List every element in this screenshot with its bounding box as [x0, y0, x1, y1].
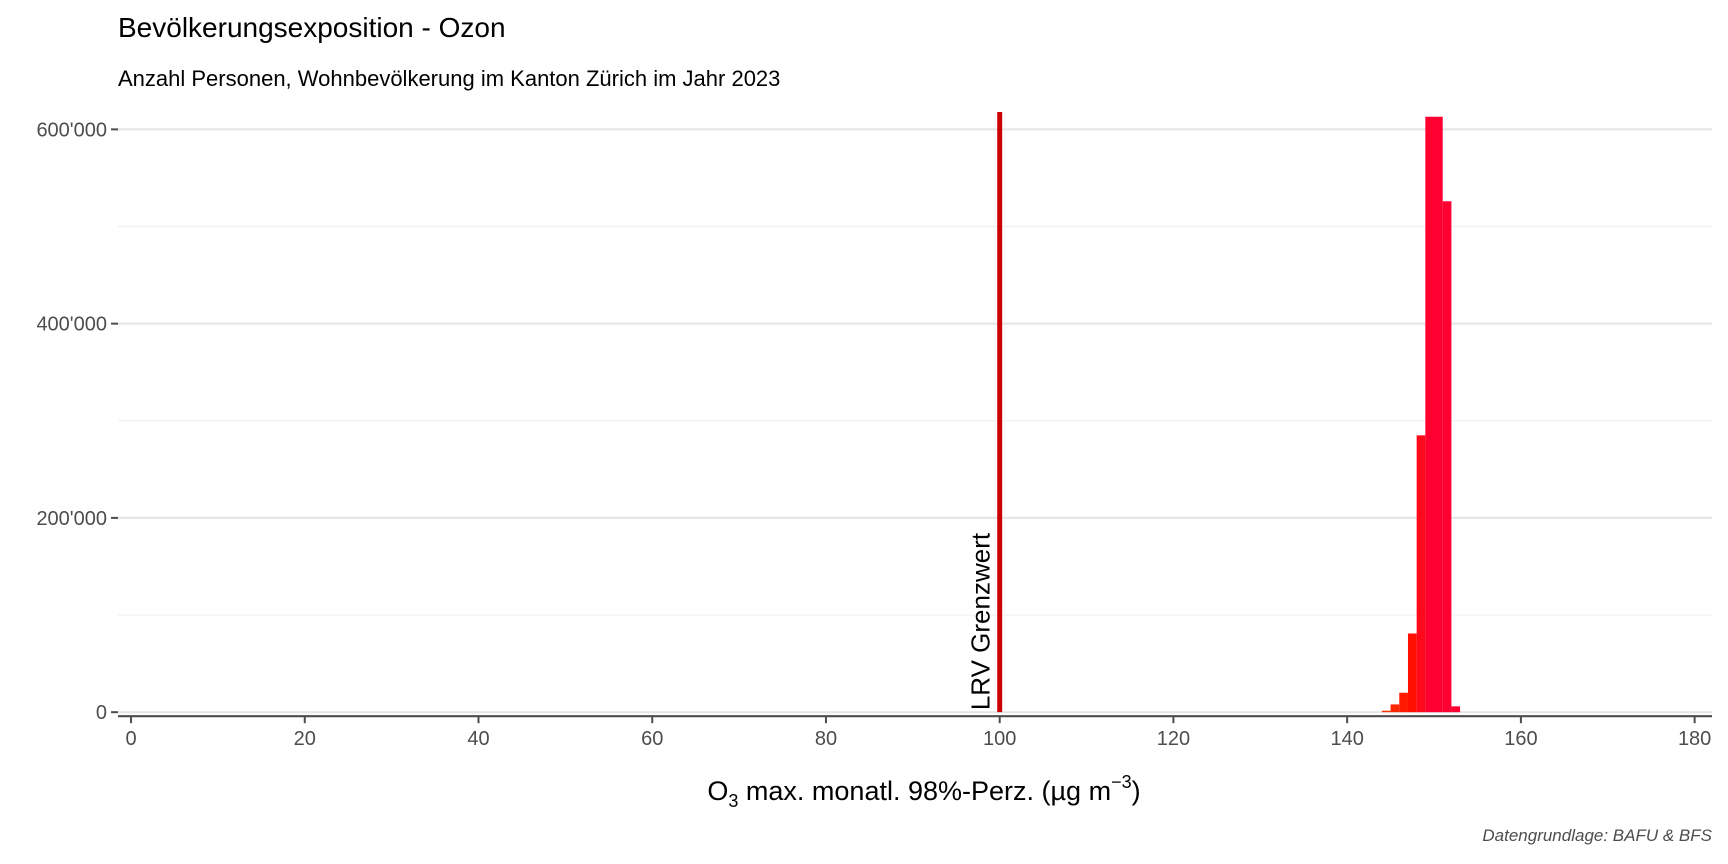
- x-tick-label: 140: [1330, 728, 1363, 750]
- x-tick-label: 180: [1678, 728, 1711, 750]
- histogram-bar: [1399, 692, 1408, 713]
- chart-title: Bevölkerungsexposition - Ozon: [118, 12, 506, 43]
- histogram-bar: [1390, 704, 1400, 713]
- axes: 0 20 40 60 80 100 120 140 160 180 0 200'000 400'000 6…: [36, 119, 1712, 750]
- x-axis-title-base: O: [707, 776, 728, 806]
- chart-subtitle: Anzahl Personen, Wohnbevölkerung im Kant…: [118, 66, 781, 91]
- reference-line-label: LRV Grenzwert: [966, 532, 996, 710]
- y-tick-label: 0: [96, 702, 107, 724]
- chart-caption: Datengrundlage: BAFU & BFS: [1482, 826, 1712, 845]
- grid-lines: [118, 128, 1712, 714]
- histogram-bars: [1381, 116, 1461, 713]
- x-tick-label: 120: [1157, 728, 1190, 750]
- x-tick-label: 40: [467, 728, 489, 750]
- x-tick-label: 20: [294, 728, 316, 750]
- reference-layer: LRV Grenzwert: [966, 112, 1003, 713]
- x-tick-label: 160: [1504, 728, 1537, 750]
- x-axis-title-main: max. monatl. 98%-Perz. (µg m: [738, 776, 1111, 806]
- x-axis-title-superscript: −3: [1111, 772, 1132, 792]
- x-axis-title-subscript: 3: [728, 791, 738, 811]
- x-tick-label: 60: [641, 728, 663, 750]
- x-tick-label: 0: [125, 728, 136, 750]
- histogram-bar: [1451, 706, 1461, 713]
- histogram-bar: [1416, 435, 1426, 713]
- histogram-bar: [1434, 116, 1443, 713]
- histogram-bar: [1442, 201, 1452, 713]
- histogram-bar: [1425, 116, 1435, 713]
- x-axis-title-end: ): [1132, 776, 1141, 806]
- x-tick-label: 80: [815, 728, 837, 750]
- y-tick-label: 400'000: [36, 314, 107, 336]
- histogram-bar: [1407, 633, 1417, 713]
- x-axis-title: O3 max. monatl. 98%-Perz. (µg m−3): [707, 772, 1140, 811]
- y-tick-label: 200'000: [36, 508, 107, 530]
- histogram-bar: [1381, 710, 1391, 713]
- y-tick-label: 600'000: [36, 119, 107, 141]
- x-tick-label: 100: [983, 728, 1016, 750]
